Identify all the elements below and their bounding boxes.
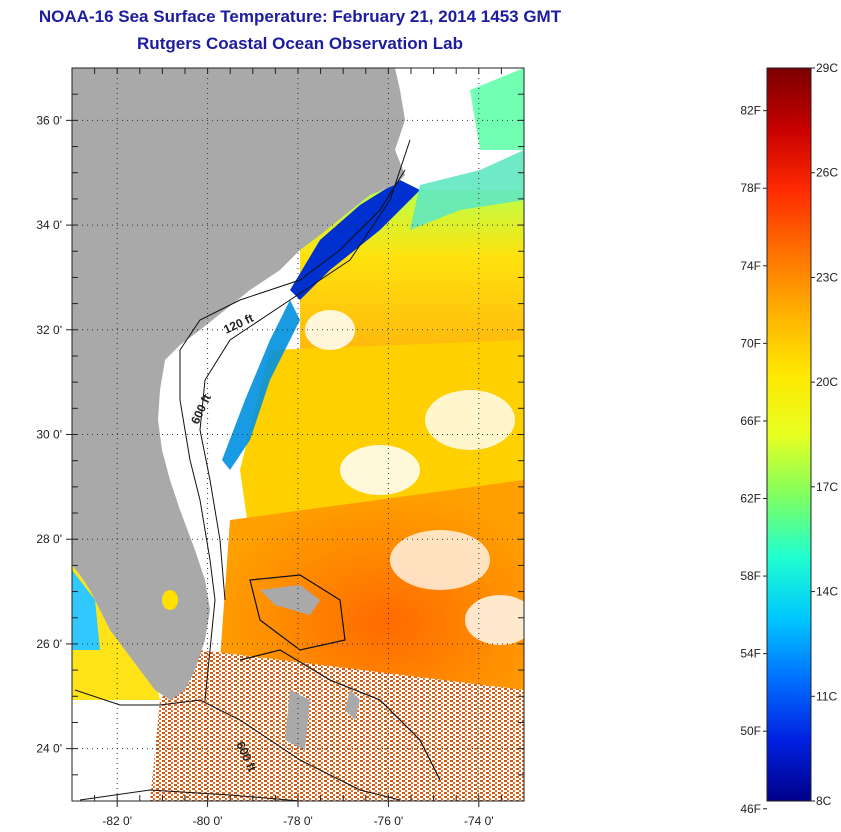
lon-tick-label: -82 0' [102,814,132,828]
lat-tick-label: 32 0' [36,323,62,337]
fahrenheit-label: 70F [740,336,761,350]
lat-tick-label: 26 0' [36,637,62,651]
sst-field [72,68,524,801]
fahrenheit-label: 62F [740,491,761,505]
fahrenheit-label: 78F [740,181,761,195]
fahrenheit-label: 66F [740,414,761,428]
lon-tick-label: -76 0' [374,814,404,828]
lat-tick-label: 34 0' [36,218,62,232]
fahrenheit-label: 54F [740,647,761,661]
celsius-label: 14C [816,585,838,599]
axis-ticks: -82 0' -80 0' -78 0' -76 0' -74 0' 36 0' 34 0'… [36,67,525,828]
lat-tick-label: 28 0' [36,532,62,546]
fahrenheit-label: 50F [740,724,761,738]
celsius-label: 8C [816,794,832,808]
lat-tick-label: 24 0' [36,742,62,756]
fahrenheit-label: 74F [740,259,761,273]
lat-tick-label: 30 0' [36,428,62,442]
graticule [72,68,524,801]
lon-tick-label: -74 0' [464,814,494,828]
fahrenheit-label: 82F [740,104,761,118]
lon-tick-label: -78 0' [283,814,313,828]
celsius-label: 17C [816,480,838,494]
celsius-label: 20C [816,375,838,389]
celsius-label: 29C [816,61,838,75]
celsius-label: 26C [816,166,838,180]
lon-tick-label: -80 0' [193,814,223,828]
fahrenheit-label: 58F [740,569,761,583]
map-title: NOAA-16 Sea Surface Temperature: Februar… [38,7,562,26]
fahrenheit-label: 46F [740,802,761,816]
colorbar-ticks: 29C 26C 23C 20C 17C 14C 11C 8C 82F 78F 74F 70F 66F 62… [740,61,838,816]
colorbar [766,67,812,802]
celsius-label: 23C [816,270,838,284]
map-subtitle: Rutgers Coastal Ocean Observation Lab [137,34,463,53]
land-mass [72,68,405,700]
lat-tick-label: 36 0' [36,113,62,127]
celsius-label: 11C [816,689,837,703]
